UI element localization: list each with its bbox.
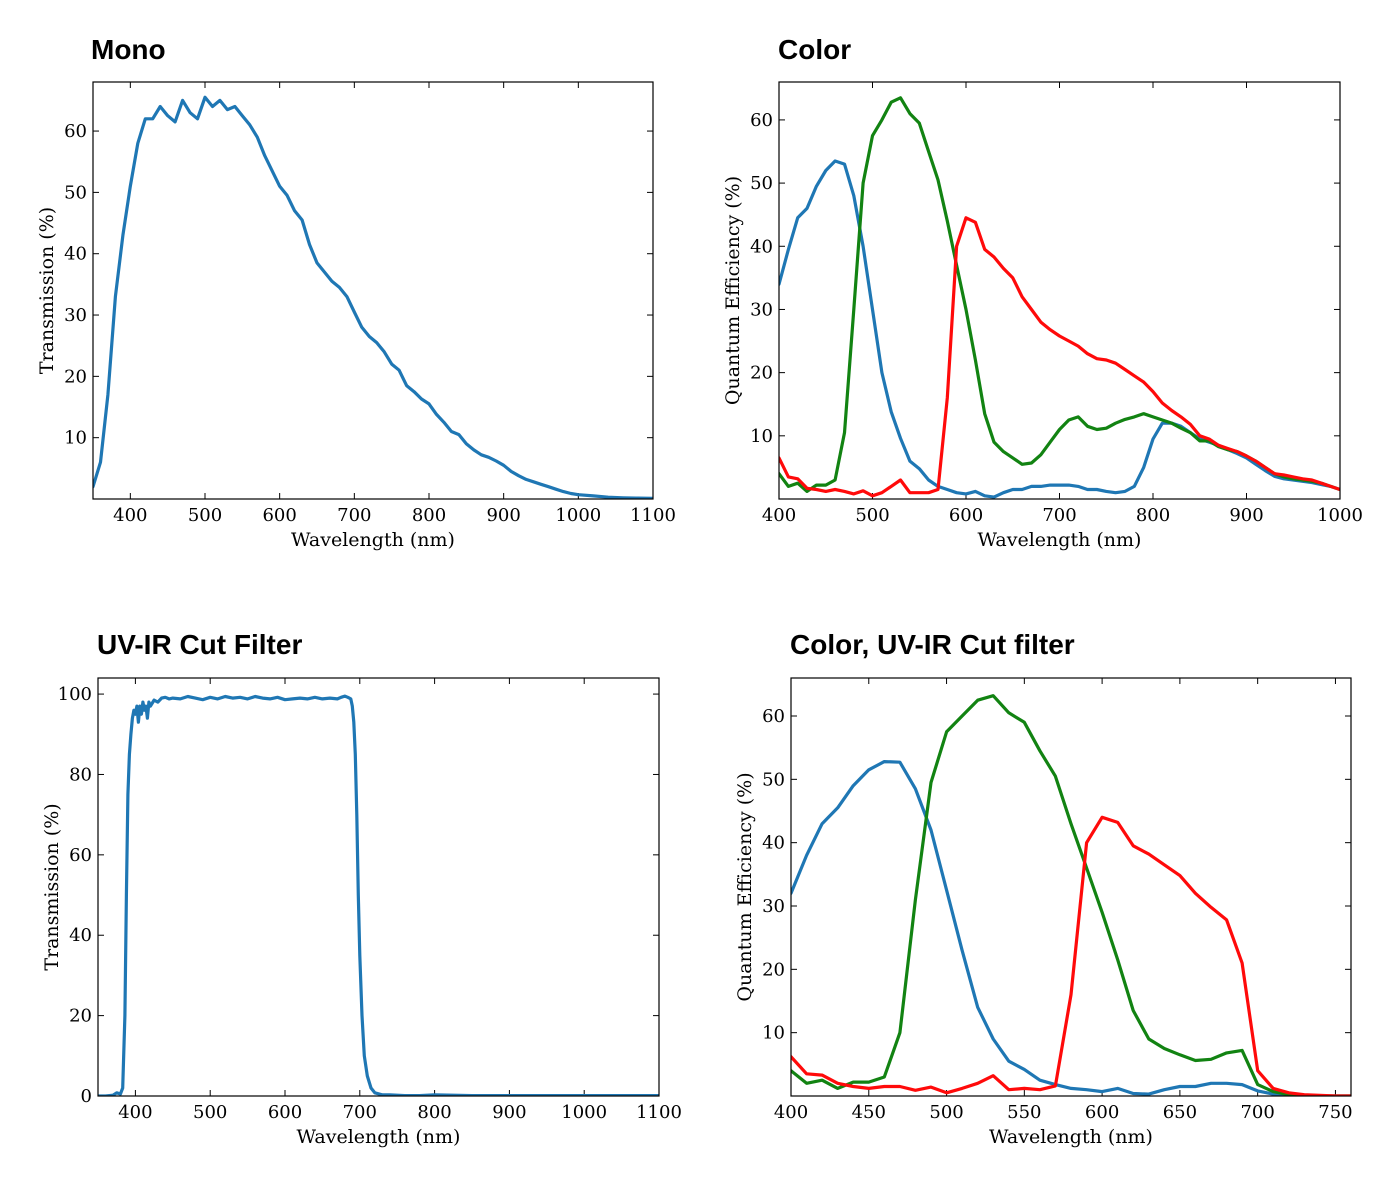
mono-y-axis-label: Transmission (%) xyxy=(36,207,58,374)
color-series-red-line xyxy=(779,216,1340,498)
color-uvir-xtick-label: 450 xyxy=(852,1102,886,1123)
color-ytick-label: 40 xyxy=(750,236,773,257)
color-y-axis-label: Quantum Efficiency (%) xyxy=(722,176,744,405)
color-xtick-label: 700 xyxy=(1042,505,1076,526)
chart-title-uvir-filter: UV-IR Cut Filter xyxy=(97,629,303,660)
uvir-filter-xtick-label: 700 xyxy=(343,1102,377,1123)
color-uvir-ytick-label: 40 xyxy=(762,833,785,854)
color-uvir-xtick-label: 750 xyxy=(1318,1102,1352,1123)
color-ytick-label: 60 xyxy=(750,110,773,131)
mono-ytick-label: 40 xyxy=(64,244,87,265)
color-xtick-label: 600 xyxy=(949,505,983,526)
color-plot-frame xyxy=(778,81,1341,500)
uvir-filter-ytick-label: 20 xyxy=(69,1006,92,1027)
uvir-filter-series-uv-ir-cut-line xyxy=(98,694,659,1096)
mono-ytick-label: 50 xyxy=(64,182,87,203)
uvir-filter-xtick-label: 500 xyxy=(193,1102,227,1123)
uvir-filter-x-axis-label: Wavelength (nm) xyxy=(297,1126,461,1148)
mono-ytick-label: 20 xyxy=(64,366,87,387)
color-ytick-label: 20 xyxy=(750,363,773,384)
color-xtick-label: 1000 xyxy=(1317,505,1363,526)
color-series-blue-line xyxy=(779,159,1340,499)
mono-ytick-label: 10 xyxy=(64,428,87,449)
uvir-filter-ytick-label: 100 xyxy=(58,684,92,705)
mono-xtick-label: 1100 xyxy=(630,505,676,526)
mono-xtick-label: 500 xyxy=(188,505,222,526)
color-series-green-line xyxy=(779,96,1340,493)
color-uvir-ytick-label: 10 xyxy=(762,1023,785,1044)
mono-xtick-label: 800 xyxy=(412,505,446,526)
uvir-filter-xtick-label: 800 xyxy=(417,1102,451,1123)
color-uvir-ytick-label: 60 xyxy=(762,706,785,727)
color-uvir-ytick-label: 20 xyxy=(762,959,785,980)
mono-ytick-label: 60 xyxy=(64,121,87,142)
color-uvir-plot-frame xyxy=(790,677,1352,1097)
chart-title-mono: Mono xyxy=(91,34,166,65)
color-uvir-x-axis-label: Wavelength (nm) xyxy=(989,1126,1153,1148)
uvir-filter-ytick-label: 40 xyxy=(69,925,92,946)
color-uvir-series-blue-line xyxy=(791,759,1351,1096)
mono-series-mono-line xyxy=(93,95,653,499)
mono-xtick-label: 600 xyxy=(262,505,296,526)
color-xtick-label: 900 xyxy=(1229,505,1263,526)
uvir-filter-plot-frame xyxy=(97,677,660,1097)
color-xtick-label: 500 xyxy=(855,505,889,526)
color-uvir-xtick-label: 400 xyxy=(774,1102,808,1123)
uvir-filter-ytick-label: 80 xyxy=(69,764,92,785)
uvir-filter-y-axis-label: Transmission (%) xyxy=(41,803,63,970)
color-uvir-series-red-line xyxy=(791,815,1351,1096)
color-uvir-ytick-label: 50 xyxy=(762,769,785,790)
color-uvir-y-axis-label: Quantum Efficiency (%) xyxy=(734,772,756,1001)
color-xtick-label: 400 xyxy=(762,505,796,526)
color-uvir-ytick-label: 30 xyxy=(762,896,785,917)
color-xtick-label: 800 xyxy=(1136,505,1170,526)
mono-xtick-label: 900 xyxy=(486,505,520,526)
uvir-filter-xtick-label: 1100 xyxy=(636,1102,682,1123)
chart-title-color: Color xyxy=(778,34,852,65)
uvir-filter-xtick-label: 400 xyxy=(118,1102,152,1123)
color-uvir-xtick-label: 550 xyxy=(1007,1102,1041,1123)
color-ytick-label: 30 xyxy=(750,299,773,320)
uvir-filter-ytick-label: 0 xyxy=(81,1086,92,1107)
uvir-filter-xtick-label: 1000 xyxy=(561,1102,607,1123)
color-uvir-series-green-line xyxy=(791,694,1351,1096)
color-x-axis-label: Wavelength (nm) xyxy=(978,529,1142,551)
mono-xtick-label: 400 xyxy=(113,505,147,526)
color-uvir-xtick-label: 650 xyxy=(1163,1102,1197,1123)
uvir-filter-ytick-label: 60 xyxy=(69,845,92,866)
mono-xtick-label: 1000 xyxy=(555,505,601,526)
mono-x-axis-label: Wavelength (nm) xyxy=(291,529,455,551)
uvir-filter-xtick-label: 600 xyxy=(268,1102,302,1123)
color-uvir-xtick-label: 600 xyxy=(1085,1102,1119,1123)
mono-ytick-label: 30 xyxy=(64,305,87,326)
color-uvir-xtick-label: 500 xyxy=(929,1102,963,1123)
color-ytick-label: 50 xyxy=(750,173,773,194)
chart-title-color-uvir: Color, UV-IR Cut filter xyxy=(790,629,1075,660)
mono-xtick-label: 700 xyxy=(337,505,371,526)
color-uvir-xtick-label: 700 xyxy=(1240,1102,1274,1123)
color-ytick-label: 10 xyxy=(750,426,773,447)
mono-plot-frame xyxy=(92,81,654,500)
uvir-filter-xtick-label: 900 xyxy=(492,1102,526,1123)
